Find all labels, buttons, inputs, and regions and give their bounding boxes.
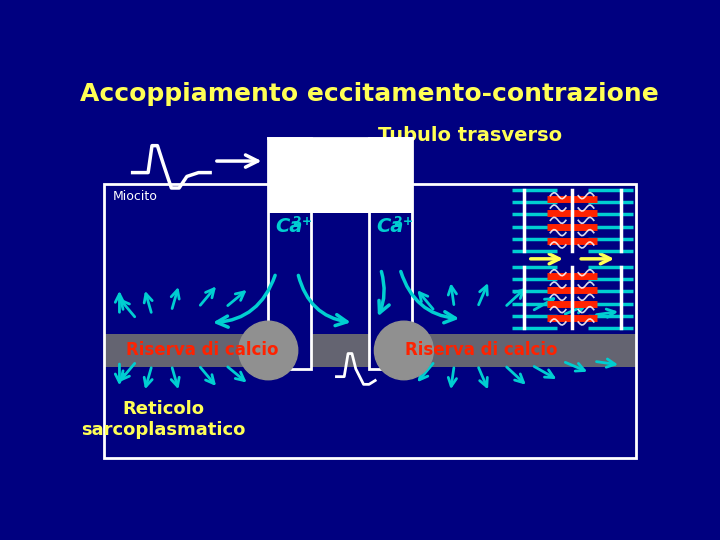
Bar xyxy=(269,138,311,369)
Text: Tubulo trasverso: Tubulo trasverso xyxy=(378,126,562,145)
Bar xyxy=(369,138,412,369)
Text: Riserva di calcio: Riserva di calcio xyxy=(126,341,279,360)
Text: Reticolo: Reticolo xyxy=(122,400,204,418)
Text: Accoppiamento eccitamento-contrazione: Accoppiamento eccitamento-contrazione xyxy=(80,82,658,106)
Bar xyxy=(104,334,636,367)
Text: Riserva di calcio: Riserva di calcio xyxy=(405,341,557,360)
Circle shape xyxy=(239,321,297,380)
Text: Miocito: Miocito xyxy=(113,190,158,202)
Text: 2+: 2+ xyxy=(294,214,312,228)
Circle shape xyxy=(374,321,433,380)
Text: 2+: 2+ xyxy=(394,214,413,228)
Bar xyxy=(269,138,412,213)
Text: Ca: Ca xyxy=(377,217,404,236)
Bar xyxy=(104,184,636,457)
Text: Ca: Ca xyxy=(276,217,303,236)
Text: sarcoplasmatico: sarcoplasmatico xyxy=(81,421,246,438)
